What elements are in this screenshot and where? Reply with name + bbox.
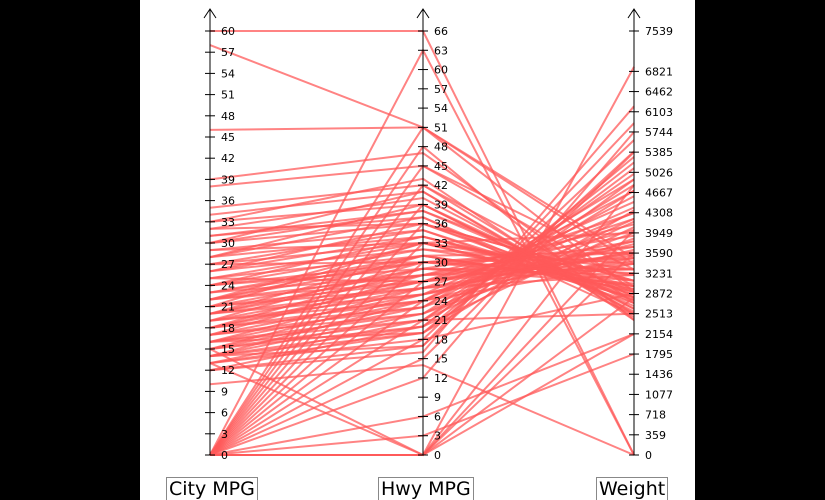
tick-label: 5026: [645, 166, 673, 179]
tick-label: 3949: [645, 227, 673, 240]
tick-label: 39: [221, 173, 235, 186]
tick-label: 4308: [645, 207, 673, 220]
axis-arrow-icon: [627, 8, 641, 19]
axis-title-weight: Weight: [596, 477, 669, 500]
axis-arrow-icon: [203, 8, 217, 19]
tick-label: 30: [434, 256, 448, 269]
tick-label: 9: [221, 385, 228, 398]
tick-label: 45: [434, 160, 448, 173]
tick-label: 21: [221, 301, 235, 314]
tick-label: 42: [434, 179, 448, 192]
parallel-coordinates-chart: 0369121518212427303336394245485154576003…: [203, 8, 673, 462]
tick-label: 15: [221, 343, 235, 356]
tick-label: 36: [434, 218, 448, 231]
tick-label: 0: [645, 449, 652, 462]
tick-label: 0: [221, 449, 228, 462]
tick-label: 33: [434, 237, 448, 250]
tick-label: 36: [221, 195, 235, 208]
axis-arrow-icon: [416, 8, 430, 19]
tick-label: 1795: [645, 348, 673, 361]
tick-label: 33: [221, 216, 235, 229]
tick-label: 1077: [645, 388, 673, 401]
tick-label: 1436: [645, 368, 673, 381]
tick-label: 51: [434, 121, 448, 134]
tick-label: 18: [221, 322, 235, 335]
tick-label: 3231: [645, 267, 673, 280]
tick-label: 63: [434, 44, 448, 57]
tick-label: 24: [434, 295, 448, 308]
tick-label: 2154: [645, 328, 673, 341]
tick-label: 359: [645, 429, 666, 442]
tick-label: 9: [434, 391, 441, 404]
tick-label: 12: [221, 364, 235, 377]
axis-title-city-mpg: City MPG: [166, 477, 258, 500]
tick-label: 15: [434, 353, 448, 366]
tick-label: 54: [434, 102, 448, 115]
tick-label: 6462: [645, 86, 673, 99]
tick-label: 30: [221, 237, 235, 250]
tick-label: 7539: [645, 25, 673, 38]
tick-label: 6: [434, 410, 441, 423]
tick-label: 3: [434, 430, 441, 443]
tick-label: 48: [434, 141, 448, 154]
tick-label: 21: [434, 314, 448, 327]
tick-label: 6: [221, 407, 228, 420]
tick-label: 57: [434, 83, 448, 96]
tick-label: 5744: [645, 126, 673, 139]
tick-label: 24: [221, 279, 235, 292]
tick-label: 42: [221, 152, 235, 165]
tick-label: 57: [221, 46, 235, 59]
tick-label: 3: [221, 428, 228, 441]
tick-label: 45: [221, 131, 235, 144]
tick-label: 2513: [645, 308, 673, 321]
tick-label: 48: [221, 110, 235, 123]
tick-label: 39: [434, 198, 448, 211]
tick-label: 27: [434, 276, 448, 289]
tick-label: 66: [434, 25, 448, 38]
axes: 0369121518212427303336394245485154576003…: [203, 8, 673, 462]
tick-label: 0: [434, 449, 441, 462]
tick-label: 2872: [645, 287, 673, 300]
tick-label: 6821: [645, 65, 673, 78]
tick-label: 3590: [645, 247, 673, 260]
tick-label: 51: [221, 89, 235, 102]
axis-title-hwy-mpg: Hwy MPG: [378, 477, 474, 500]
tick-label: 54: [221, 67, 235, 80]
tick-label: 27: [221, 258, 235, 271]
tick-label: 60: [434, 64, 448, 77]
tick-label: 718: [645, 409, 666, 422]
tick-label: 60: [221, 25, 235, 38]
data-line-107: [209, 126, 635, 456]
tick-label: 6103: [645, 106, 673, 119]
tick-label: 5385: [645, 146, 673, 159]
chart-panel: 0 3 6 9 12 15 18 21 24 27 30 33 36 39 42 45 48 51 54 57 60 0 3…: [140, 0, 695, 500]
tick-label: 18: [434, 333, 448, 346]
tick-label: 4667: [645, 187, 673, 200]
tick-label: 12: [434, 372, 448, 385]
